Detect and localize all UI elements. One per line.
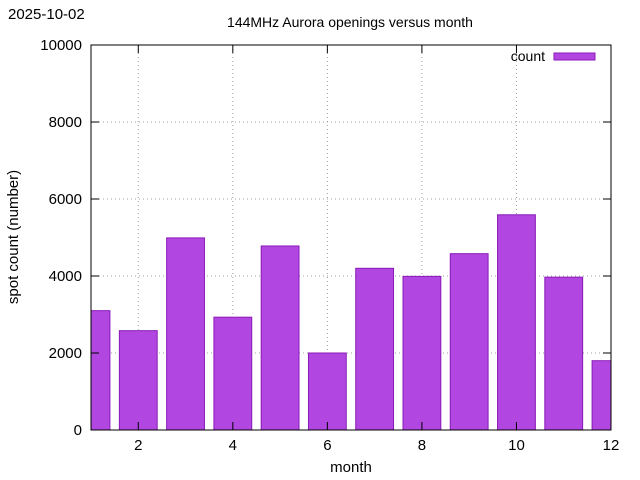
bar	[307, 352, 347, 431]
bar	[118, 330, 158, 431]
y-tick-label: 2000	[49, 345, 82, 362]
y-tick-label: 8000	[49, 114, 82, 131]
y-axis-label: spot count (number)	[5, 170, 22, 304]
y-tick-label: 10000	[40, 37, 82, 54]
bar	[497, 214, 536, 431]
x-tick-label: 10	[508, 437, 525, 454]
legend: count	[511, 48, 596, 64]
legend-label: count	[511, 48, 545, 64]
chart-title: 144MHz Aurora openings versus month	[227, 14, 473, 30]
bar	[355, 267, 395, 431]
y-tick-label: 4000	[49, 268, 82, 285]
bar	[166, 237, 205, 431]
plot-frame	[90, 44, 612, 431]
x-tick-label: 12	[603, 437, 620, 454]
bar	[449, 253, 489, 431]
date-stamp: 2025-10-02	[8, 6, 85, 23]
bar	[402, 275, 442, 431]
y-tick-label: 0	[74, 422, 82, 439]
x-tick-label: 4	[229, 437, 237, 454]
x-tick-label: 6	[323, 437, 331, 454]
x-tick-label: 2	[134, 437, 142, 454]
y-tick-label: 6000	[49, 191, 82, 208]
x-ticks: 2 4 6 8 10 12	[134, 45, 619, 454]
x-axis-label: month	[330, 459, 372, 476]
bar	[213, 316, 253, 431]
y-ticks: 0 2000 4000 6000 8000 10000	[40, 37, 611, 439]
bar	[544, 276, 584, 431]
bar	[260, 245, 300, 431]
x-tick-label: 8	[418, 437, 426, 454]
bar	[591, 360, 612, 431]
legend-swatch	[553, 52, 596, 61]
bar	[90, 310, 111, 431]
bars	[90, 214, 612, 431]
